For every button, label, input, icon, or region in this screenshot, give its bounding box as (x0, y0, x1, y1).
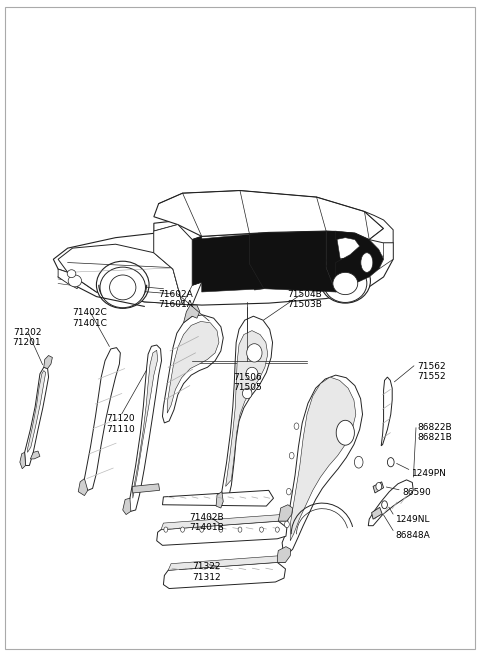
Circle shape (260, 527, 264, 532)
Text: 86848A: 86848A (396, 531, 430, 540)
Text: 71402B
71401B: 71402B 71401B (189, 512, 224, 532)
Polygon shape (222, 316, 273, 501)
Circle shape (276, 527, 279, 532)
Text: 71202
71201: 71202 71201 (12, 328, 41, 348)
Ellipse shape (246, 367, 258, 380)
Ellipse shape (109, 275, 136, 300)
Circle shape (200, 527, 204, 532)
Polygon shape (290, 377, 356, 541)
Polygon shape (30, 451, 40, 459)
Ellipse shape (247, 344, 262, 362)
Polygon shape (336, 231, 384, 292)
Polygon shape (162, 490, 274, 506)
Circle shape (164, 527, 168, 532)
Polygon shape (53, 222, 393, 305)
Polygon shape (282, 375, 362, 554)
Polygon shape (278, 504, 293, 521)
Circle shape (289, 453, 294, 459)
Polygon shape (154, 224, 202, 305)
Polygon shape (44, 356, 52, 369)
Text: 71506
71505: 71506 71505 (233, 373, 262, 392)
Polygon shape (168, 556, 286, 570)
Polygon shape (163, 562, 286, 588)
Text: 86590: 86590 (403, 488, 432, 497)
Polygon shape (277, 546, 291, 562)
Ellipse shape (361, 253, 373, 272)
Ellipse shape (324, 264, 367, 302)
Polygon shape (326, 231, 345, 292)
Polygon shape (250, 233, 264, 290)
Text: 71402C
71401C: 71402C 71401C (72, 308, 107, 328)
Text: 1249PN: 1249PN (412, 469, 447, 478)
Polygon shape (372, 507, 382, 519)
Polygon shape (167, 321, 219, 413)
Polygon shape (20, 453, 25, 469)
Circle shape (294, 423, 299, 430)
Polygon shape (154, 214, 369, 239)
Ellipse shape (68, 275, 82, 287)
Ellipse shape (336, 420, 354, 445)
Ellipse shape (100, 267, 145, 308)
Polygon shape (27, 371, 46, 453)
Text: 71322
71312: 71322 71312 (192, 562, 221, 582)
Circle shape (382, 501, 387, 508)
Polygon shape (373, 482, 384, 493)
Polygon shape (250, 231, 336, 292)
Polygon shape (379, 243, 393, 269)
Polygon shape (154, 190, 384, 239)
Polygon shape (368, 480, 413, 525)
Text: 71504B
71503B: 71504B 71503B (287, 290, 322, 310)
Polygon shape (58, 269, 77, 289)
Polygon shape (154, 224, 192, 304)
Polygon shape (162, 315, 223, 423)
Polygon shape (157, 521, 287, 545)
Ellipse shape (242, 388, 252, 399)
Ellipse shape (320, 258, 371, 303)
Polygon shape (226, 331, 268, 486)
Text: 71602A
71601A: 71602A 71601A (158, 290, 193, 310)
Text: 86822B
86821B: 86822B 86821B (417, 423, 452, 442)
Ellipse shape (333, 272, 358, 295)
Circle shape (287, 488, 291, 495)
Circle shape (387, 458, 394, 467)
Polygon shape (78, 479, 88, 495)
Circle shape (238, 527, 242, 532)
Ellipse shape (67, 270, 76, 277)
Circle shape (376, 483, 382, 490)
Polygon shape (133, 350, 157, 498)
Polygon shape (58, 244, 182, 304)
Ellipse shape (354, 457, 363, 468)
Circle shape (219, 527, 223, 532)
Text: 71562
71552: 71562 71552 (417, 362, 446, 381)
Circle shape (180, 527, 184, 532)
Polygon shape (183, 305, 200, 323)
Polygon shape (161, 514, 287, 529)
Text: 71120
71110: 71120 71110 (106, 415, 135, 434)
Text: 1249NL: 1249NL (396, 514, 430, 523)
Polygon shape (364, 211, 393, 243)
Polygon shape (381, 377, 392, 446)
Polygon shape (190, 234, 264, 292)
Polygon shape (216, 491, 223, 508)
Circle shape (285, 521, 289, 527)
Polygon shape (24, 367, 48, 466)
Polygon shape (190, 236, 202, 285)
Polygon shape (132, 483, 159, 493)
Polygon shape (84, 348, 120, 490)
Ellipse shape (96, 261, 149, 308)
Polygon shape (123, 498, 131, 514)
Polygon shape (128, 345, 161, 511)
